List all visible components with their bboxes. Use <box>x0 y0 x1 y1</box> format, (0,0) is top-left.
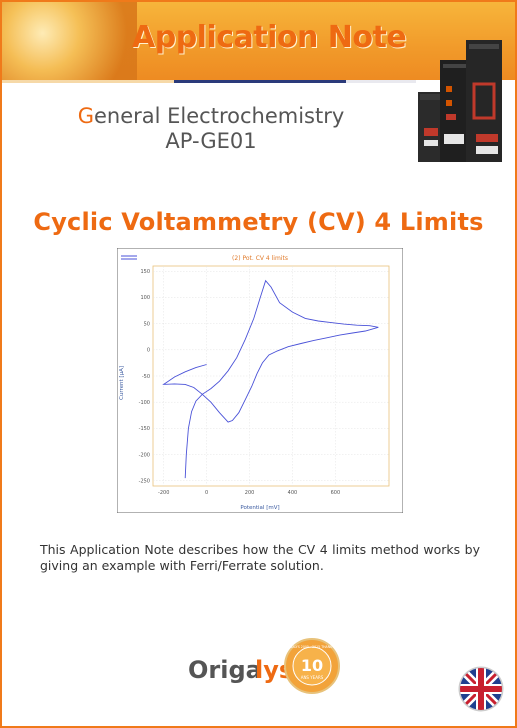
x-axis-label: Potential [mV] <box>240 505 279 511</box>
category-name: eneral Electrochemistry <box>93 104 345 128</box>
header-title: Application Note <box>132 20 407 55</box>
y-tick-label: 0 <box>147 348 150 354</box>
y-tick-label: -200 <box>139 452 150 458</box>
x-tick-label: 200 <box>245 490 255 496</box>
y-axis-label: Current [µA] <box>119 366 125 400</box>
y-tick-label: -250 <box>139 479 150 485</box>
cv-chart: (2) Pot. CV 4 limits -200 0 200 400 600 150 10… <box>117 248 403 513</box>
document-code: AP-GE01 <box>165 129 257 153</box>
x-tick-label: 0 <box>205 490 208 496</box>
anniversary-badge-inner <box>292 646 332 686</box>
chart-title: (2) Pot. CV 4 limits <box>232 255 288 262</box>
document-title: Cyclic Voltammetry (CV) 4 Limits <box>33 208 484 236</box>
origalys-logo: Origa lys 10 ANS YEARS ORIGALYS 2005 - 2… <box>188 638 341 694</box>
y-tick-label: 150 <box>140 269 150 275</box>
badge-text: ANS YEARS <box>301 675 324 680</box>
x-tick-label: 600 <box>331 490 341 496</box>
badge-ring-text: ORIGALYS 2005 - 2015 THANK YOU <box>284 645 340 649</box>
cv-curve <box>162 326 379 423</box>
plot-area: -200 0 200 400 600 150 100 50 0 -50 -100 -150 -200 -2… <box>139 265 390 496</box>
uk-flag-icon[interactable] <box>458 666 504 712</box>
divider-stripe-right <box>346 80 416 83</box>
y-tick-label: -150 <box>139 426 150 432</box>
potentiostat-device-image <box>418 40 502 162</box>
logo-text-prefix: Origa <box>188 656 262 684</box>
y-tick-label: 100 <box>140 295 150 301</box>
cv-curve <box>184 279 379 479</box>
x-tick-label: -200 <box>158 490 169 496</box>
y-tick-label: -100 <box>139 400 150 406</box>
category-first-letter: G <box>77 104 94 128</box>
badge-years: 10 <box>301 656 323 675</box>
x-tick-label: 400 <box>288 490 298 496</box>
lab-photo <box>2 2 137 80</box>
header-banner: Application Note <box>2 2 515 80</box>
y-tick-label: 50 <box>144 321 150 327</box>
divider-stripe-middle <box>174 80 346 83</box>
y-tick-label: -50 <box>142 374 150 380</box>
category-heading: General Electrochemistry AP-GE01 <box>52 104 370 154</box>
description-text: This Application Note describes how the … <box>40 542 480 573</box>
divider-stripe-left <box>2 80 174 83</box>
